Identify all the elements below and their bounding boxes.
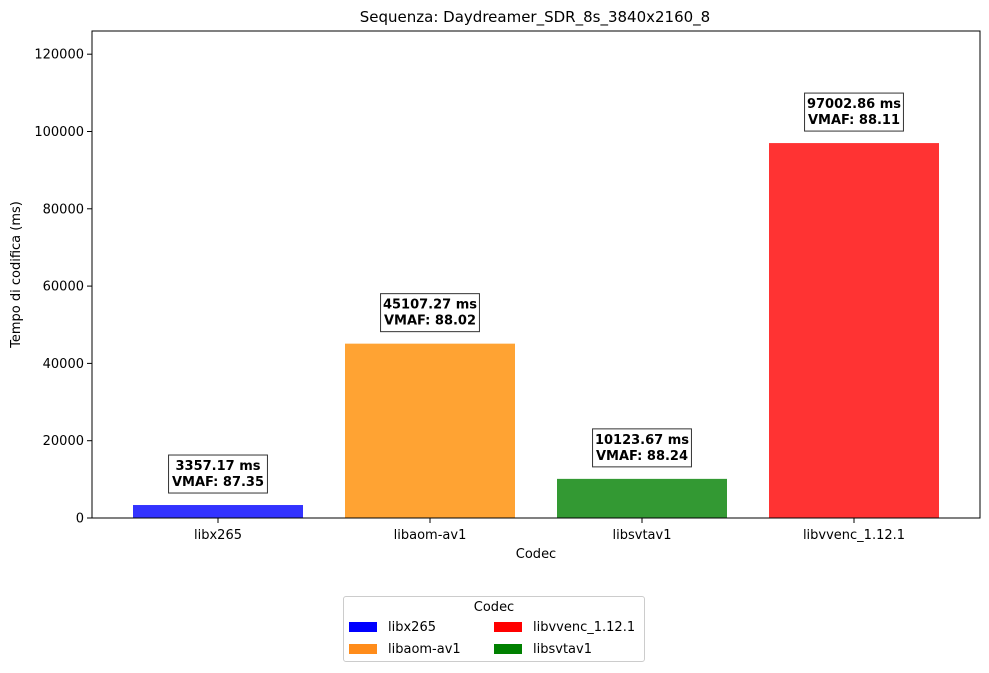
legend-label: libsvtav1 bbox=[533, 641, 592, 657]
annotation-box bbox=[380, 293, 480, 333]
bars-group bbox=[133, 143, 939, 519]
y-tick-label: 60000 bbox=[43, 280, 84, 295]
bar-libsvtav1 bbox=[557, 478, 727, 518]
annotation-vmaf: VMAF: 88.24 bbox=[596, 449, 688, 464]
bar-libaom-av1 bbox=[345, 343, 515, 518]
legend-label: libaom-av1 bbox=[388, 641, 461, 657]
x-tick-label: libaom-av1 bbox=[394, 528, 467, 543]
legend-swatch bbox=[349, 622, 377, 632]
x-tick-label: libsvtav1 bbox=[613, 528, 672, 543]
bar-libvvenc_1.12.1 bbox=[769, 143, 939, 519]
chart-title: Sequenza: Daydreamer_SDR_8s_3840x2160_8 bbox=[360, 8, 710, 27]
x-tick-label: libx265 bbox=[194, 528, 242, 543]
legend: Codec libx265 libaom-av1 libvvenc_1.12.1… bbox=[343, 596, 645, 662]
x-axis-label: Codec bbox=[516, 547, 556, 562]
annotation-box bbox=[592, 428, 692, 468]
annotation-time: 3357.17 ms bbox=[175, 459, 260, 474]
y-tick-label: 100000 bbox=[34, 125, 84, 140]
y-tick-label: 120000 bbox=[34, 48, 84, 63]
annotation-time: 10123.67 ms bbox=[595, 433, 689, 448]
legend-title: Codec bbox=[473, 600, 515, 615]
annotation-vmaf: VMAF: 88.02 bbox=[384, 314, 476, 329]
y-axis: 0 20000 40000 60000 80000 100000 120000 bbox=[34, 48, 92, 527]
legend-item-libvvenc: libvvenc_1.12.1 bbox=[494, 618, 635, 636]
legend-label: libvvenc_1.12.1 bbox=[533, 619, 636, 635]
x-axis: libx265 libaom-av1 libsvtav1 libvvenc_1.12.… bbox=[194, 518, 905, 543]
y-tick-label: 0 bbox=[76, 512, 84, 527]
x-tick-label: libvvenc_1.12.1 bbox=[803, 528, 905, 543]
legend-swatch bbox=[494, 622, 522, 632]
annotation-vmaf: VMAF: 88.11 bbox=[808, 113, 900, 128]
annotation-box bbox=[168, 454, 268, 494]
y-tick-label: 80000 bbox=[43, 202, 84, 217]
legend-item-libx265: libx265 bbox=[349, 618, 436, 636]
annotation-time: 97002.86 ms bbox=[807, 97, 901, 112]
legend-swatch bbox=[349, 644, 377, 654]
bar-libx265 bbox=[133, 505, 303, 518]
legend-swatch bbox=[494, 644, 522, 654]
y-tick-label: 20000 bbox=[43, 434, 84, 449]
plot-frame bbox=[91, 30, 981, 519]
legend-item-libaom-av1: libaom-av1 bbox=[349, 640, 461, 658]
legend-item-libsvtav1: libsvtav1 bbox=[494, 640, 592, 658]
y-axis-label: Tempo di codifica (ms) bbox=[9, 201, 24, 349]
y-tick-label: 40000 bbox=[43, 357, 84, 372]
annotation-vmaf: VMAF: 87.35 bbox=[172, 475, 264, 490]
annotation-time: 45107.27 ms bbox=[383, 298, 477, 313]
annotation-box bbox=[804, 92, 904, 132]
legend-label: libx265 bbox=[388, 619, 436, 635]
